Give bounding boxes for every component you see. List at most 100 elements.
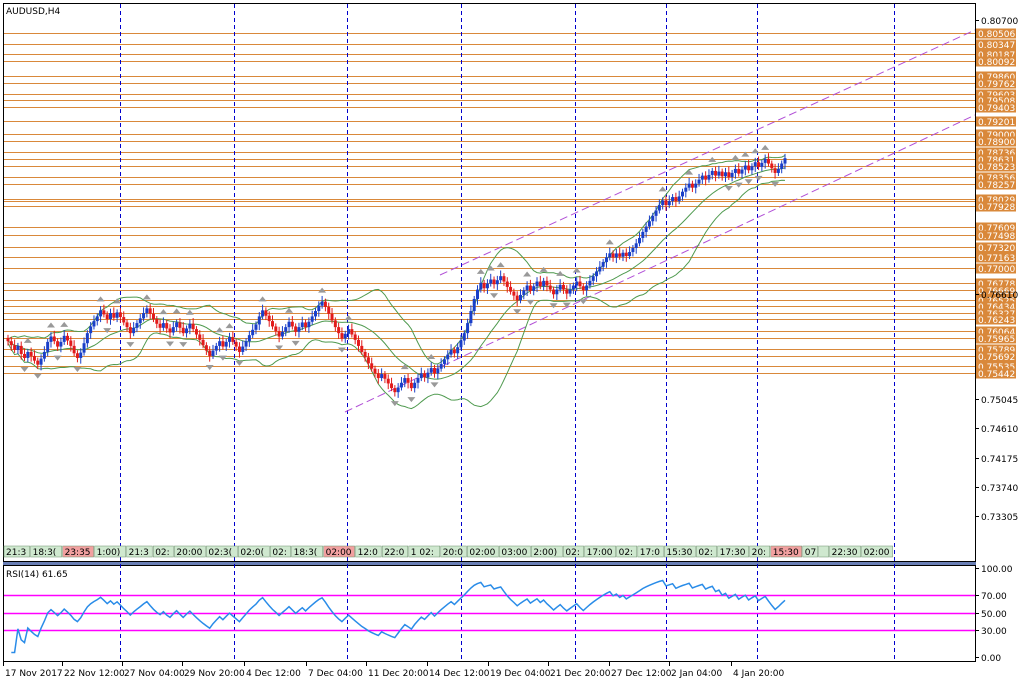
- session-label: 1 02:: [411, 548, 434, 558]
- level-label: 0.77498: [978, 232, 1015, 242]
- candle-body: [720, 171, 724, 177]
- fractal-down-icon: [490, 293, 499, 299]
- candle-body: [102, 310, 106, 315]
- fractal-up-icon: [572, 267, 581, 273]
- candle-body: [697, 179, 701, 184]
- candle-body: [776, 168, 780, 173]
- candle-body: [671, 197, 675, 202]
- candle-body: [188, 323, 192, 329]
- candle-body: [545, 280, 549, 286]
- session-box: [291, 545, 323, 558]
- candle-body: [221, 341, 225, 347]
- candle-body: [581, 286, 585, 291]
- level-label: 0.77928: [978, 203, 1015, 213]
- fractal-up-icon: [46, 322, 55, 328]
- level-label: 0.80187: [978, 51, 1015, 61]
- candle-body: [499, 276, 503, 281]
- session-box: [637, 545, 664, 558]
- candle-body: [19, 345, 23, 354]
- candle-body: [49, 336, 53, 342]
- candle-body: [165, 323, 169, 329]
- session-box: [696, 545, 717, 558]
- fractal-down-icon: [218, 355, 227, 361]
- candle-body: [204, 345, 208, 351]
- fractal-up-icon: [496, 262, 505, 268]
- candle-body: [277, 331, 281, 337]
- candle-body: [459, 340, 463, 348]
- candle-body: [6, 337, 10, 342]
- session-box: [563, 545, 584, 558]
- level-tag: [976, 56, 1016, 67]
- session-label: 21:3: [129, 548, 149, 558]
- candle-body: [601, 262, 605, 267]
- candle-body: [766, 158, 770, 164]
- level-label: 0.77320: [978, 244, 1015, 254]
- level-tag: [976, 129, 1016, 140]
- candle-body: [505, 281, 509, 287]
- rsi-line: [11, 579, 786, 654]
- candle-body: [548, 285, 552, 290]
- candle-body: [274, 326, 278, 332]
- candle-body: [509, 286, 513, 292]
- level-label: 0.78029: [978, 196, 1015, 206]
- rsi-title: RSI(14) 61.65: [6, 570, 68, 580]
- candle-body: [317, 305, 321, 312]
- session-label: 03:00: [501, 548, 527, 558]
- time-label: 27 Dec 12:00: [611, 669, 672, 679]
- fractal-down-icon: [771, 181, 780, 187]
- fractal-up-icon: [476, 268, 485, 274]
- session-box: [152, 545, 174, 558]
- level-tag: [976, 49, 1016, 60]
- fractal-up-icon: [215, 327, 224, 333]
- session-box: [749, 545, 771, 558]
- candle-body: [624, 252, 628, 257]
- candle-body: [171, 327, 175, 333]
- candle-body: [449, 349, 453, 355]
- session-box: [174, 545, 206, 558]
- candle-body: [538, 281, 542, 287]
- candle-body: [151, 313, 155, 320]
- candle-body: [13, 345, 17, 350]
- level-tag: [976, 28, 1016, 39]
- candle-body: [366, 357, 370, 364]
- level-label: 0.79762: [978, 80, 1015, 90]
- session-box: [584, 545, 616, 558]
- candle-body: [304, 322, 308, 328]
- level-label: 0.75692: [978, 353, 1015, 363]
- candle-body: [456, 347, 460, 354]
- candle-body: [343, 333, 347, 339]
- candle-body: [677, 196, 681, 202]
- candle-body: [552, 289, 556, 295]
- candle-body: [704, 175, 708, 180]
- level-label: 0.80506: [978, 30, 1015, 40]
- candle-body: [783, 158, 787, 164]
- level-tag: [976, 201, 1016, 212]
- candle-body: [294, 326, 298, 332]
- candle-body: [138, 318, 142, 324]
- candle-body: [598, 266, 602, 272]
- fractal-up-icon: [539, 266, 548, 272]
- candle-body: [638, 237, 642, 244]
- candle-body: [380, 374, 384, 379]
- candle-body: [446, 354, 450, 360]
- level-label: 0.78631: [978, 156, 1015, 166]
- candle-body: [707, 174, 711, 180]
- channel-lower: [344, 114, 976, 413]
- candle-body: [700, 175, 704, 180]
- price-tick-label: 0.80700: [981, 17, 1018, 27]
- candle-body: [611, 253, 615, 258]
- fractal-down-icon: [526, 299, 535, 305]
- fractal-up-icon: [427, 354, 436, 360]
- candle-body: [155, 319, 159, 324]
- candle-body: [439, 363, 443, 369]
- candle-body: [466, 323, 470, 334]
- fractal-up-icon: [185, 309, 194, 315]
- candle-body: [175, 322, 179, 328]
- time-label: 27 Nov 04:00: [124, 669, 185, 679]
- candle-body: [512, 291, 516, 296]
- price-tick-label: 0.76610: [981, 291, 1018, 301]
- fractal-down-icon: [235, 360, 244, 366]
- candle-body: [72, 345, 76, 354]
